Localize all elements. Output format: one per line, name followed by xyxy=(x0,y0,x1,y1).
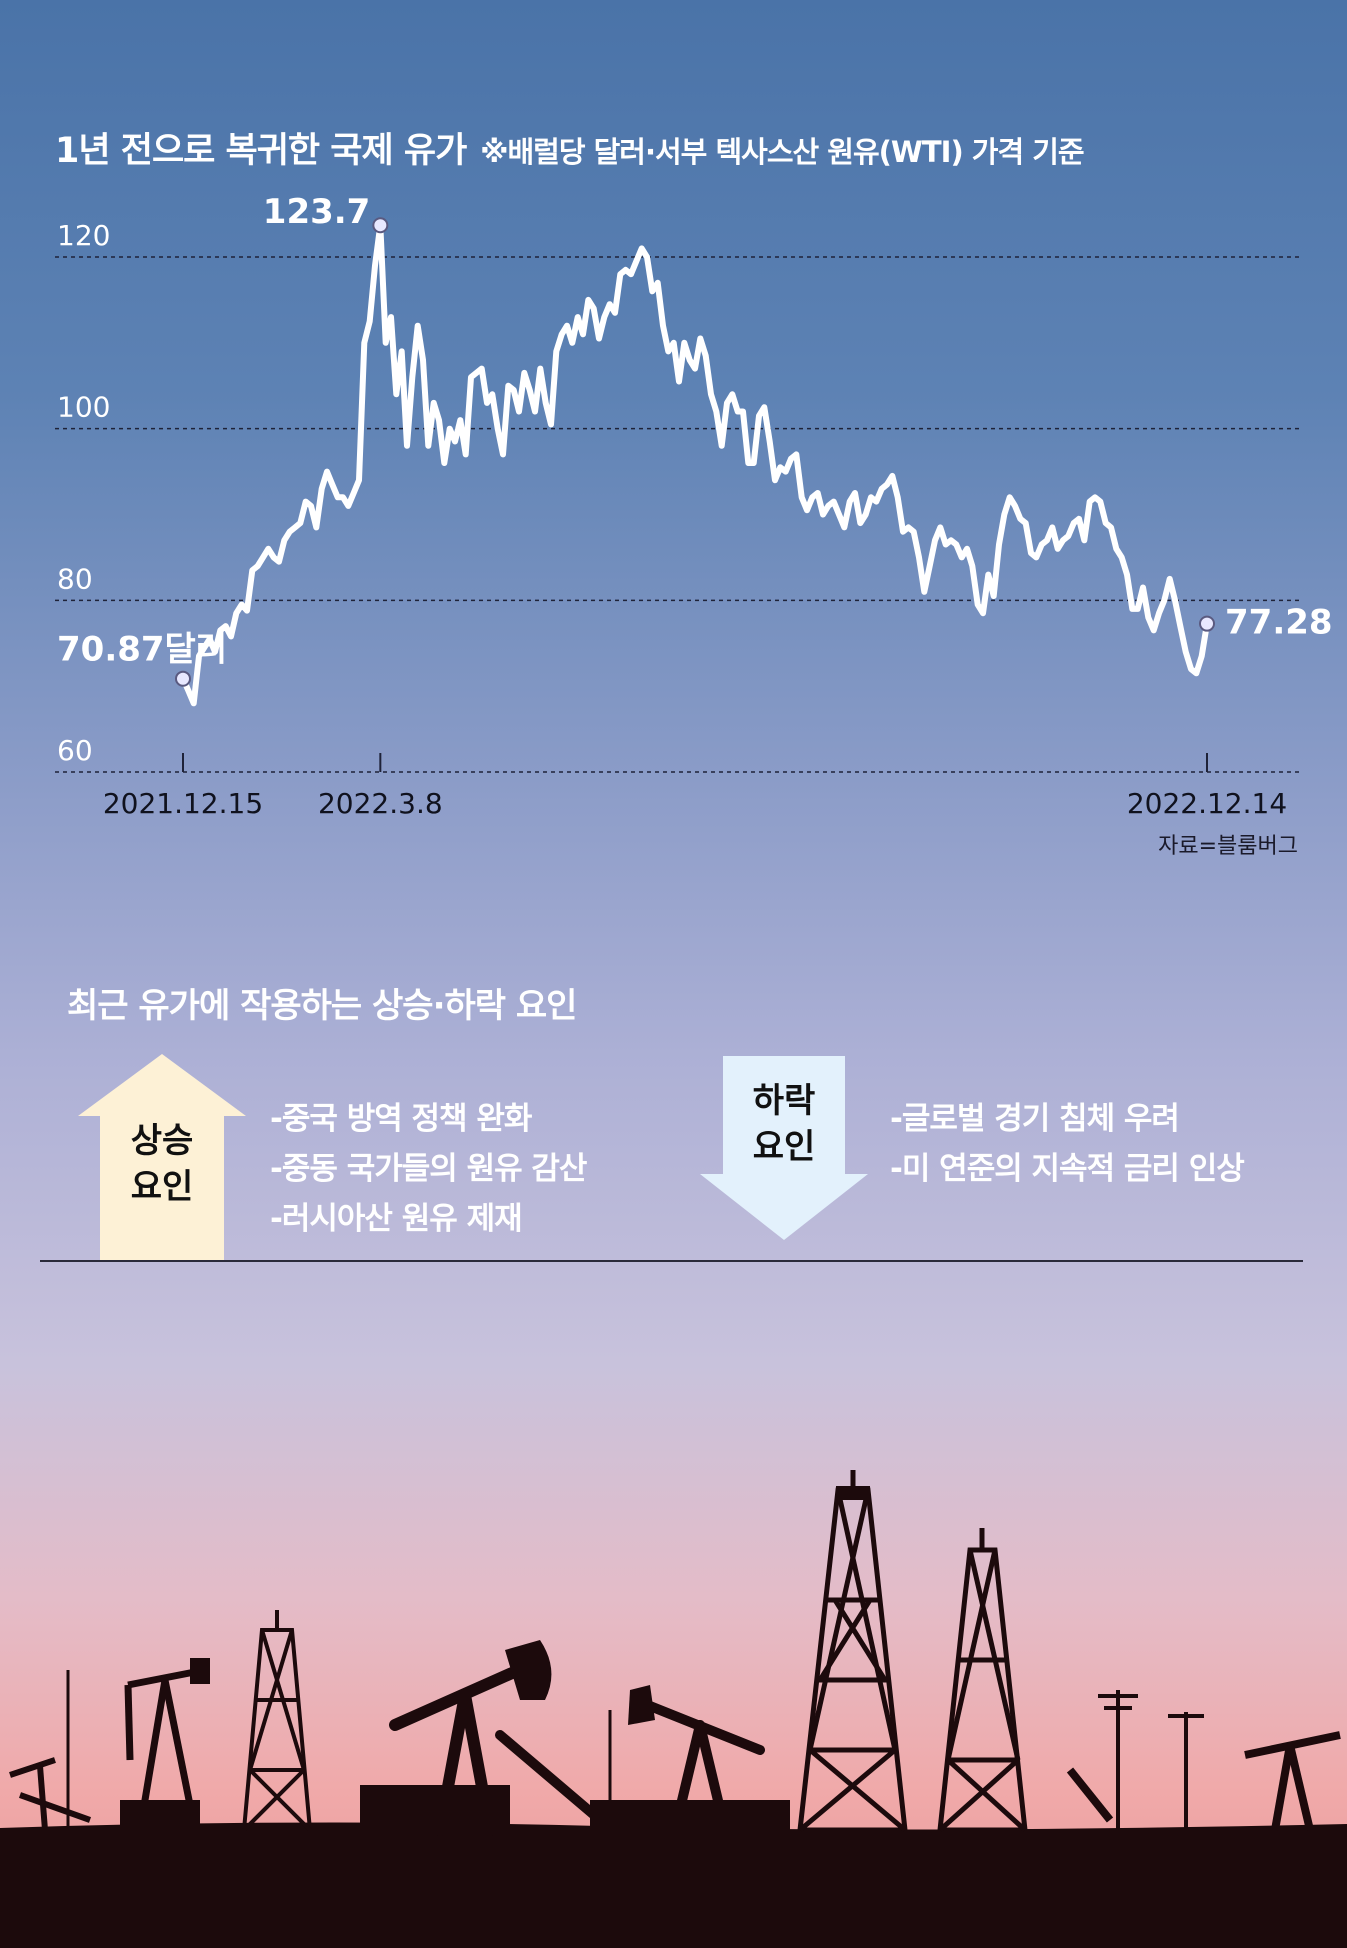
chart-title-text: 1년 전으로 복귀한 국제 유가 xyxy=(55,131,467,171)
start-value-label: 70.87달러 xyxy=(57,630,227,670)
source-note: 자료=블룸버그 xyxy=(1158,834,1298,859)
data-point-marker xyxy=(1199,615,1215,632)
list-item: -글로벌 경기 침체 우려 xyxy=(890,1101,1180,1137)
up-label-line2: 요인 xyxy=(130,1167,194,1207)
y-tick-labels: 120 100 80 60 xyxy=(57,219,110,767)
chart-subtitle: ※배럴당 달러·서부 텍사스산 원유(WTI) 가격 기준 xyxy=(480,135,1084,169)
end-value-label: 77.28 xyxy=(1225,603,1333,643)
up-arrow-icon xyxy=(78,1054,246,1262)
markers xyxy=(175,217,1215,687)
y-tick-label: 120 xyxy=(57,219,110,252)
peak-value-label: 123.7 xyxy=(263,192,371,232)
chart-title: 1년 전으로 복귀한 국제 유가 ※배럴당 달러·서부 텍사스산 원유(WTI) … xyxy=(55,122,1085,173)
value-labels: 70.87달러 123.7 77.28 xyxy=(57,192,1333,669)
up-factor-list: -중국 방역 정책 완화 -중동 국가들의 원유 감산 -러시아산 원유 제재 xyxy=(270,1094,587,1244)
price-line xyxy=(180,222,1210,707)
down-factor-label: 하락 요인 xyxy=(724,1078,844,1170)
up-factor-label: 상승 요인 xyxy=(102,1118,222,1210)
list-item: -중동 국가들의 원유 감산 xyxy=(270,1151,587,1187)
down-factor-list: -글로벌 경기 침체 우려 -미 연준의 지속적 금리 인상 xyxy=(890,1094,1245,1194)
y-tick-label: 60 xyxy=(57,734,93,767)
factors-title: 최근 유가에 작용하는 상승·하락 요인 xyxy=(67,986,577,1026)
y-tick-label: 80 xyxy=(57,562,93,595)
grid-lines xyxy=(55,256,1302,773)
up-label-line1: 상승 xyxy=(130,1121,194,1161)
x-ticks: 2021.12.15 2022.3.8 2022.12.14 xyxy=(103,753,1287,820)
list-item: -미 연준의 지속적 금리 인상 xyxy=(890,1151,1245,1187)
oil-field-silhouette xyxy=(0,1470,1347,1948)
down-label-line1: 하락 xyxy=(752,1081,816,1121)
factor-arrows xyxy=(78,1054,868,1262)
list-item: -중국 방역 정책 완화 xyxy=(270,1101,532,1137)
down-label-line2: 요인 xyxy=(752,1127,816,1167)
list-item: -러시아산 원유 제재 xyxy=(270,1201,523,1237)
divider xyxy=(40,1260,1303,1262)
y-tick-label: 100 xyxy=(57,391,110,424)
down-arrow-icon xyxy=(700,1056,868,1240)
data-point-marker xyxy=(175,670,191,687)
x-tick-label: 2021.12.15 xyxy=(103,787,263,820)
x-tick-label: 2022.3.8 xyxy=(318,787,443,820)
data-point-marker xyxy=(372,217,389,234)
x-tick-label: 2022.12.14 xyxy=(1127,787,1287,820)
